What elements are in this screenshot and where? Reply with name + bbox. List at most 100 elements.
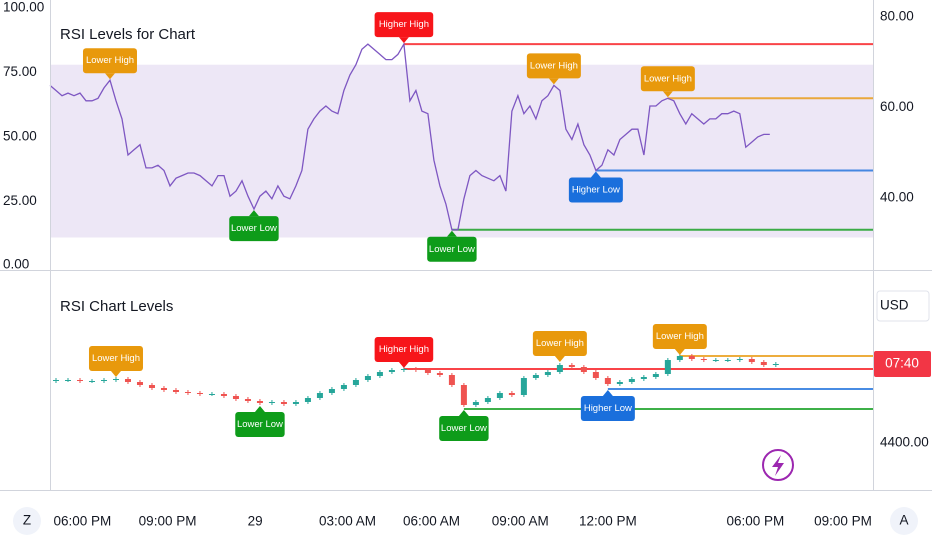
candle-body bbox=[700, 359, 707, 360]
annotation-box bbox=[526, 53, 581, 79]
annotation-label: Lower High bbox=[86, 55, 134, 66]
annotation-pointer bbox=[674, 349, 685, 355]
candle-body bbox=[676, 356, 683, 360]
x-tick-label: 09:00 PM bbox=[814, 514, 872, 529]
main-layer: RSI Levels for Chart 100.00 75.00 50.00 25.0… bbox=[3, 0, 931, 529]
annotation-box bbox=[82, 48, 137, 74]
candle-body bbox=[76, 380, 83, 381]
annotation-label: Lower High bbox=[536, 338, 584, 349]
annotation-pointer bbox=[104, 73, 115, 80]
annotation-box bbox=[374, 337, 434, 362]
candle-body bbox=[760, 362, 767, 365]
y-tick-label: 100.00 bbox=[3, 0, 44, 15]
annotation-box bbox=[88, 346, 143, 371]
candle-body bbox=[148, 385, 155, 388]
x-tick-label: 29 bbox=[248, 514, 263, 529]
candle-body bbox=[268, 402, 275, 403]
y2-tick-label: 40.00 bbox=[880, 189, 914, 204]
candle-body bbox=[652, 374, 659, 377]
candle-body bbox=[328, 389, 335, 393]
candle-body bbox=[736, 359, 743, 360]
x-tick-label: 09:00 PM bbox=[139, 514, 197, 529]
candle-body bbox=[172, 390, 179, 392]
annotation-box bbox=[427, 236, 477, 262]
candle-body bbox=[436, 373, 443, 375]
candle-body bbox=[196, 393, 203, 394]
annotation-label: Lower Low bbox=[231, 223, 277, 234]
y-tick-label: 75.00 bbox=[3, 64, 37, 79]
y-tick-label: 25.00 bbox=[3, 193, 37, 208]
candle-body bbox=[88, 381, 95, 382]
price-label-box bbox=[874, 351, 931, 377]
candle-body bbox=[520, 378, 527, 395]
candle-body bbox=[460, 385, 467, 405]
candle-body bbox=[496, 393, 503, 398]
candle-body bbox=[448, 375, 455, 385]
currency-label: USD bbox=[880, 298, 909, 313]
annotation-box bbox=[439, 416, 489, 441]
candle-body bbox=[724, 360, 731, 361]
candle-body bbox=[376, 372, 383, 376]
left-button-label: Z bbox=[23, 513, 31, 528]
annotation-pointer bbox=[248, 210, 259, 217]
annotation-box bbox=[652, 324, 707, 349]
right-button-label: A bbox=[899, 513, 908, 528]
annotation-box bbox=[235, 412, 285, 437]
candle-body bbox=[568, 365, 575, 367]
y-tick-label: 50.00 bbox=[3, 128, 37, 143]
candle-body bbox=[592, 372, 599, 378]
candle-body bbox=[484, 398, 491, 402]
icon-bolt bbox=[772, 455, 784, 476]
annotation-label: Lower Low bbox=[441, 423, 487, 434]
candle-body bbox=[772, 364, 779, 365]
candle-body bbox=[556, 365, 563, 372]
annotation-label: Higher High bbox=[379, 344, 429, 355]
annotation-label: Lower Low bbox=[237, 419, 283, 430]
x-tick-label: 09:00 AM bbox=[492, 514, 549, 529]
annotation-pointer bbox=[590, 171, 601, 178]
lightning-icon[interactable] bbox=[762, 449, 794, 481]
candle-body bbox=[292, 402, 299, 404]
candle-body bbox=[388, 370, 395, 372]
candle-body bbox=[280, 402, 287, 404]
annotation-label: Lower Low bbox=[429, 244, 475, 255]
annotation-box bbox=[229, 216, 279, 242]
x-tick-label: 12:00 PM bbox=[579, 514, 637, 529]
candle-body bbox=[472, 402, 479, 405]
annotation-label: Higher Low bbox=[572, 184, 620, 195]
annotation-pointer bbox=[398, 37, 409, 44]
annotation-label: Higher High bbox=[379, 19, 429, 30]
candle-body bbox=[508, 393, 515, 395]
candle-body bbox=[124, 379, 131, 382]
candle-body bbox=[628, 379, 635, 382]
x-tick-label: 03:00 AM bbox=[319, 514, 376, 529]
annotation-box bbox=[568, 177, 623, 203]
annotation-pointer bbox=[446, 230, 457, 237]
candle-body bbox=[688, 356, 695, 359]
annotation-label: Lower High bbox=[530, 60, 578, 71]
candle-body bbox=[52, 380, 59, 381]
candle-body bbox=[400, 369, 407, 370]
icon-ring bbox=[762, 449, 794, 481]
annotation-box bbox=[374, 12, 434, 38]
annotation-box bbox=[580, 396, 635, 421]
candle-body bbox=[136, 382, 143, 385]
candle-body bbox=[340, 385, 347, 389]
candle-body bbox=[640, 377, 647, 379]
y2-tick-label: 80.00 bbox=[880, 9, 914, 24]
annotation-label: Lower High bbox=[92, 353, 140, 364]
x-tick-label: 06:00 PM bbox=[727, 514, 785, 529]
left-button[interactable] bbox=[13, 507, 41, 535]
candle-body bbox=[424, 370, 431, 373]
y-tick-label: 0.00 bbox=[3, 257, 29, 272]
currency-box[interactable] bbox=[876, 290, 930, 322]
pane-title: RSI Chart Levels bbox=[60, 298, 173, 315]
annotation-pointer bbox=[554, 356, 565, 362]
right-button[interactable] bbox=[890, 507, 918, 535]
annotation-pointer bbox=[458, 410, 469, 416]
annotation-pointer bbox=[548, 78, 559, 85]
candle-body bbox=[364, 376, 371, 380]
annotation-pointer bbox=[398, 362, 409, 368]
candle-body bbox=[412, 369, 419, 370]
